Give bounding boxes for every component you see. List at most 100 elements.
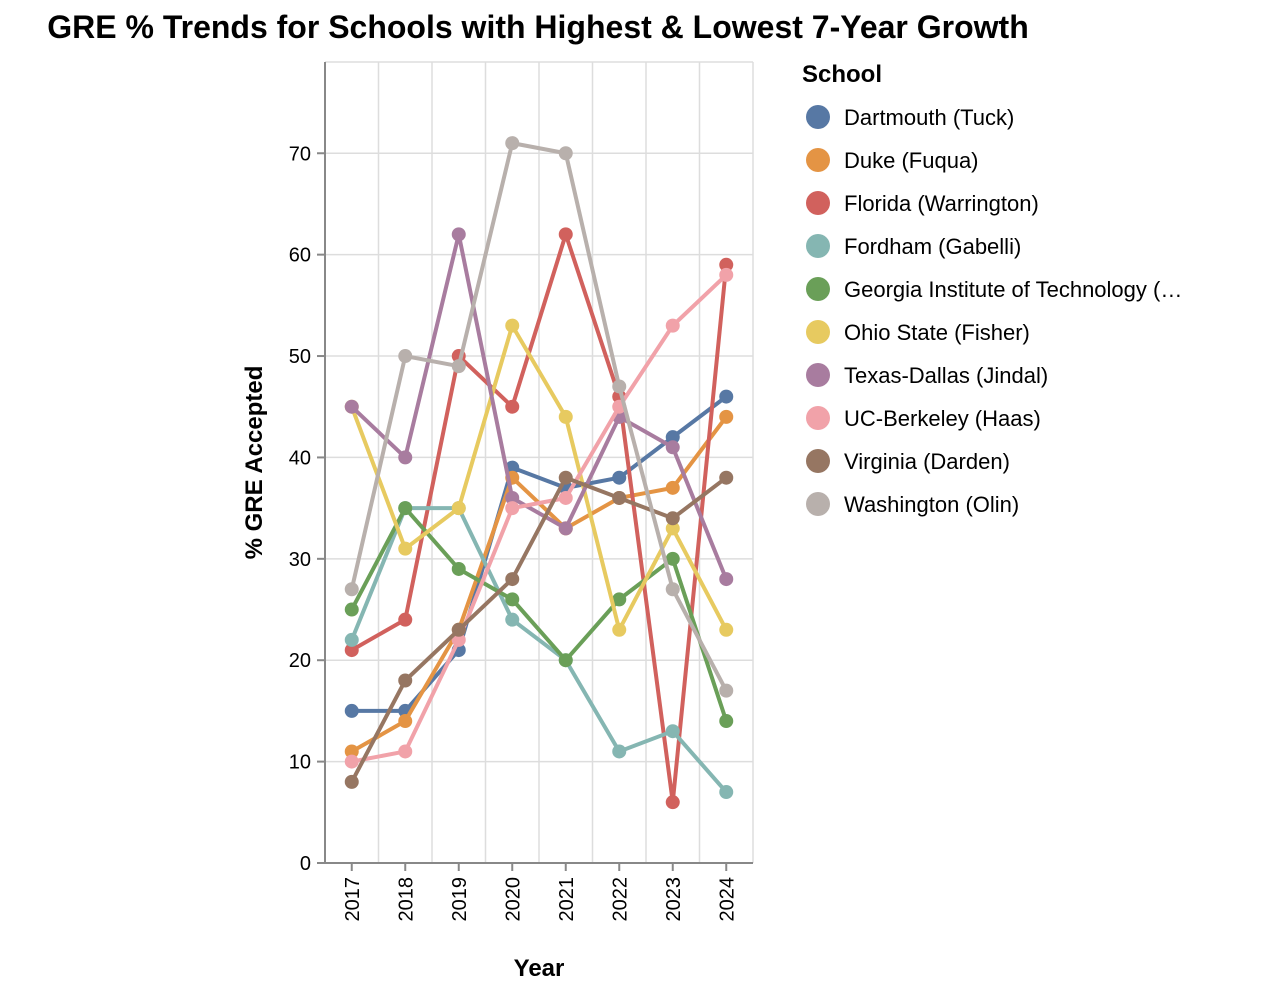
data-point[interactable]: [398, 673, 413, 688]
series-group: [344, 136, 734, 810]
data-point[interactable]: [451, 359, 466, 374]
data-point[interactable]: [719, 622, 734, 637]
y-axis-title: % GRE Accepted: [241, 366, 268, 560]
data-point[interactable]: [505, 592, 520, 607]
series-4: [344, 501, 734, 729]
data-point[interactable]: [665, 551, 680, 566]
data-point[interactable]: [612, 592, 627, 607]
data-point[interactable]: [451, 227, 466, 242]
data-point[interactable]: [505, 490, 520, 505]
data-point[interactable]: [558, 653, 573, 668]
data-point[interactable]: [398, 714, 413, 729]
data-point[interactable]: [344, 703, 359, 718]
data-point[interactable]: [665, 480, 680, 495]
legend-item[interactable]: Texas-Dallas (Jindal): [806, 363, 1048, 388]
x-tick-label: 2018: [395, 877, 417, 922]
data-point[interactable]: [451, 632, 466, 647]
legend-item[interactable]: Dartmouth (Tuck): [806, 105, 1014, 130]
data-point[interactable]: [344, 754, 359, 769]
data-point[interactable]: [398, 450, 413, 465]
data-point[interactable]: [344, 744, 359, 759]
series-line: [349, 323, 729, 632]
data-point[interactable]: [344, 774, 359, 789]
data-point[interactable]: [665, 511, 680, 526]
axes: 0 10 20 30 40 50 60 70 2017 2018 2019 2020 2021 2022 2…: [289, 62, 753, 922]
legend-item[interactable]: Fordham (Gabelli): [806, 234, 1021, 259]
legend-label: UC-Berkeley (Haas): [844, 406, 1041, 431]
data-point[interactable]: [558, 146, 573, 161]
data-point[interactable]: [451, 622, 466, 637]
legend-swatch: [806, 148, 830, 172]
legend-item[interactable]: Washington (Olin): [806, 492, 1019, 517]
data-point[interactable]: [719, 683, 734, 698]
data-point[interactable]: [344, 643, 359, 658]
legend-item[interactable]: Florida (Warrington): [806, 191, 1039, 216]
data-point[interactable]: [612, 490, 627, 505]
data-point[interactable]: [612, 622, 627, 637]
data-point[interactable]: [558, 470, 573, 485]
data-point[interactable]: [612, 470, 627, 485]
x-tick-label: 2021: [556, 877, 578, 922]
y-tick-label: 60: [289, 245, 311, 267]
data-point[interactable]: [665, 440, 680, 455]
data-point[interactable]: [719, 267, 734, 282]
data-point[interactable]: [665, 318, 680, 333]
data-point[interactable]: [398, 541, 413, 556]
data-point[interactable]: [558, 490, 573, 505]
series-7: [344, 267, 734, 769]
data-point[interactable]: [719, 257, 734, 272]
legend-item[interactable]: Ohio State (Fisher): [806, 320, 1030, 345]
data-point[interactable]: [398, 612, 413, 627]
legend-item[interactable]: Duke (Fuqua): [806, 148, 979, 173]
data-point[interactable]: [558, 227, 573, 242]
data-point[interactable]: [344, 399, 359, 414]
data-point[interactable]: [719, 409, 734, 424]
data-point[interactable]: [665, 582, 680, 597]
x-tick-label: 2017: [342, 877, 364, 922]
series-line: [349, 475, 729, 784]
y-tick-label: 40: [289, 447, 311, 469]
legend-title: School: [802, 61, 882, 88]
legend-label: Dartmouth (Tuck): [844, 105, 1014, 130]
data-point[interactable]: [505, 572, 520, 587]
data-point[interactable]: [505, 136, 520, 151]
data-point[interactable]: [665, 795, 680, 810]
data-point[interactable]: [398, 501, 413, 516]
data-point[interactable]: [558, 521, 573, 536]
data-point[interactable]: [719, 572, 734, 587]
y-tick-label: 10: [289, 752, 311, 774]
data-point[interactable]: [398, 744, 413, 759]
data-point[interactable]: [344, 602, 359, 617]
data-point[interactable]: [344, 582, 359, 597]
legend-item[interactable]: Georgia Institute of Technology (…: [806, 277, 1182, 302]
data-point[interactable]: [719, 389, 734, 404]
y-tick-label: 30: [289, 549, 311, 571]
y-tick-label: 70: [289, 143, 311, 165]
data-point[interactable]: [612, 379, 627, 394]
legend-label: Virginia (Darden): [844, 449, 1010, 474]
data-point[interactable]: [665, 521, 680, 536]
data-point[interactable]: [344, 632, 359, 647]
data-point[interactable]: [665, 430, 680, 445]
data-point[interactable]: [505, 318, 520, 333]
data-point[interactable]: [505, 399, 520, 414]
data-point[interactable]: [505, 612, 520, 627]
y-tick-label: 20: [289, 650, 311, 672]
data-point[interactable]: [719, 785, 734, 800]
data-point[interactable]: [505, 501, 520, 516]
data-point[interactable]: [558, 409, 573, 424]
data-point[interactable]: [451, 501, 466, 516]
y-tick-label: 0: [300, 853, 311, 875]
legend-item[interactable]: UC-Berkeley (Haas): [806, 406, 1041, 431]
data-point[interactable]: [398, 349, 413, 364]
data-point[interactable]: [719, 714, 734, 729]
data-point[interactable]: [665, 724, 680, 739]
data-point[interactable]: [719, 470, 734, 485]
data-point[interactable]: [612, 744, 627, 759]
data-point[interactable]: [451, 561, 466, 576]
legend-swatch: [806, 320, 830, 344]
x-tick-label: 2019: [449, 877, 471, 922]
legend-item[interactable]: Virginia (Darden): [806, 449, 1010, 474]
legend-label: Duke (Fuqua): [844, 148, 979, 173]
